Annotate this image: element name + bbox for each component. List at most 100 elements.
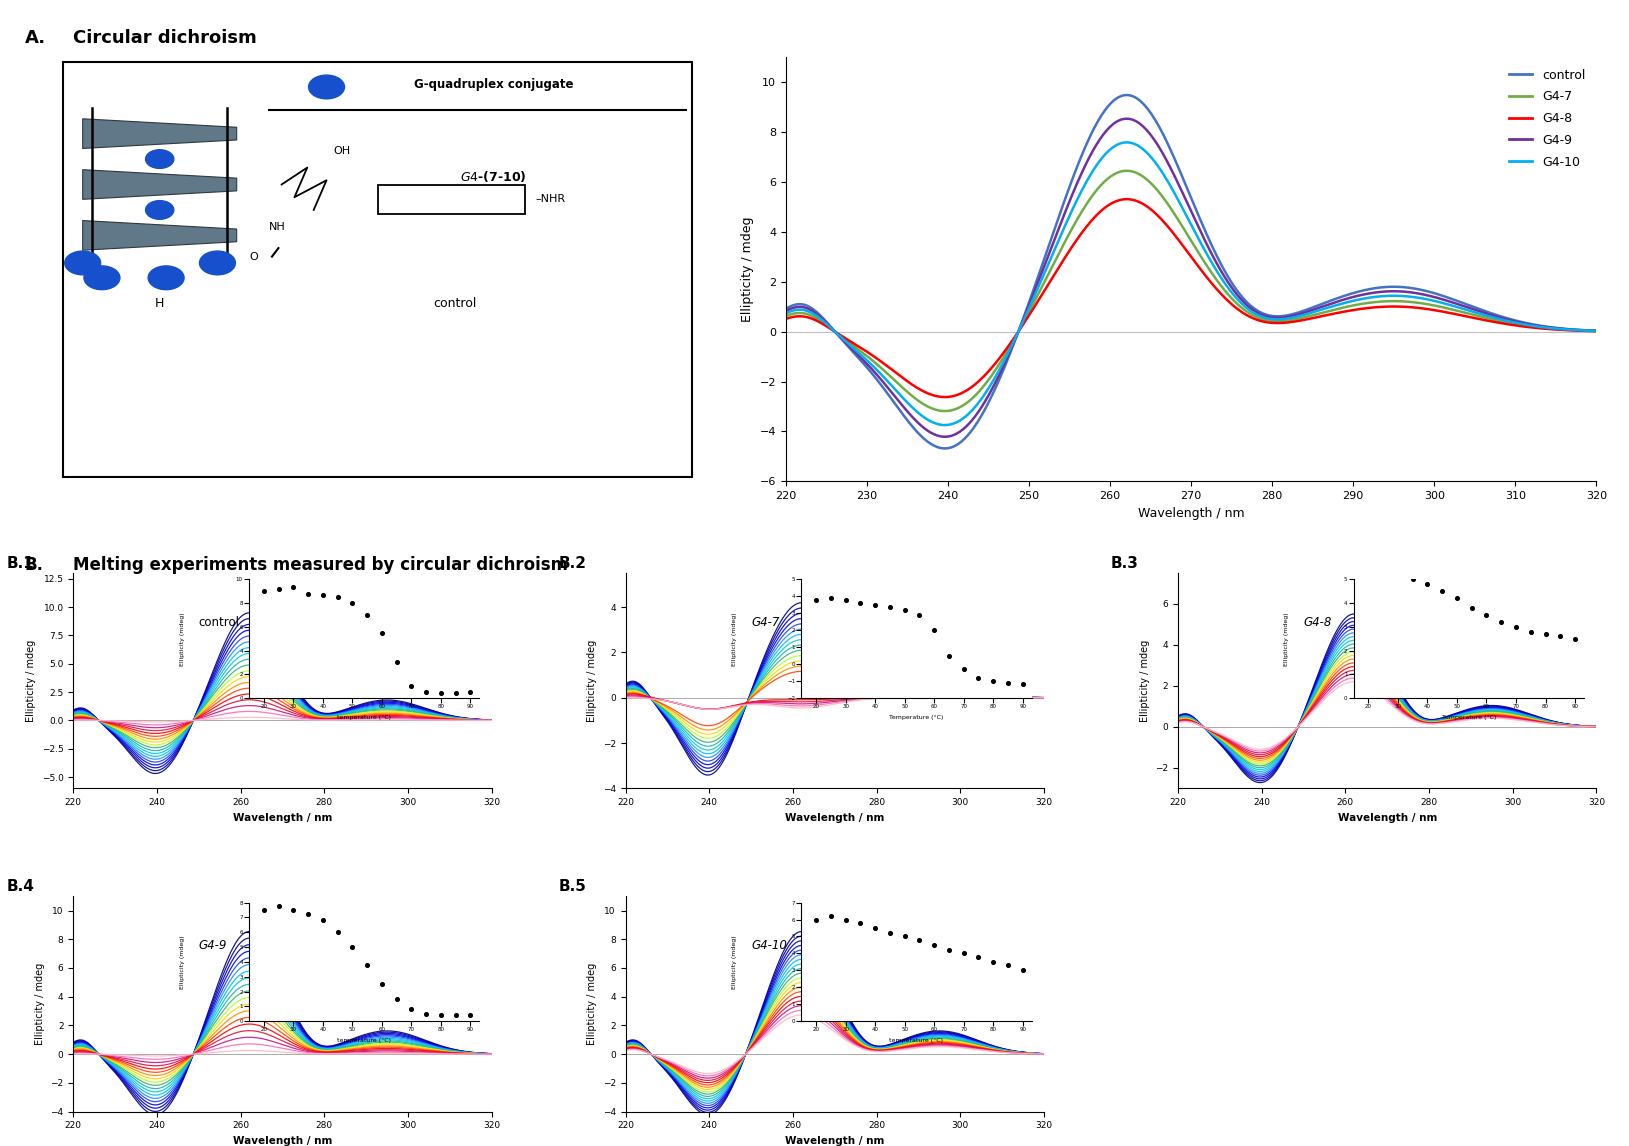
Text: Circular dichroism: Circular dichroism: [73, 29, 257, 47]
Text: G4-10: G4-10: [751, 940, 787, 952]
Text: Melting experiments measured by circular dichroism: Melting experiments measured by circular…: [73, 556, 569, 574]
G4-7: [1170, 214, 1189, 228]
control: [1443, 292, 1463, 306]
G4-9: [1262, 311, 1282, 324]
G4-7: [1165, 206, 1184, 220]
G4-8: [775, 312, 795, 325]
G4-9: [1117, 112, 1137, 126]
Text: B.4: B.4: [7, 879, 34, 894]
Circle shape: [145, 201, 174, 219]
Y-axis label: Ellipticity / mdeg: Ellipticity / mdeg: [26, 639, 36, 722]
G4-10: [775, 306, 795, 320]
X-axis label: Wavelength / nm: Wavelength / nm: [1137, 507, 1245, 519]
Circle shape: [199, 251, 236, 275]
G4-9: [1218, 275, 1238, 289]
X-axis label: Wavelength / nm: Wavelength / nm: [233, 1136, 332, 1146]
control: [935, 441, 955, 455]
Circle shape: [145, 150, 174, 168]
G4-8: [1587, 324, 1606, 338]
G4-8: [1443, 307, 1463, 321]
G4-9: [1443, 296, 1463, 309]
Text: G4-7: G4-7: [751, 617, 780, 629]
Text: G4-9: G4-9: [199, 940, 226, 952]
Line: G4-7: G4-7: [785, 171, 1596, 411]
Polygon shape: [83, 170, 236, 199]
G4-9: [775, 304, 795, 317]
G4-7: [1218, 286, 1238, 300]
Circle shape: [148, 266, 184, 290]
Circle shape: [308, 76, 344, 99]
X-axis label: Wavelength / nm: Wavelength / nm: [233, 813, 332, 823]
G4-9: [935, 430, 955, 444]
control: [1170, 162, 1189, 175]
Y-axis label: Ellipticity / mdeg: Ellipticity / mdeg: [741, 217, 754, 322]
control: [1587, 324, 1606, 338]
G4-9: [1570, 323, 1590, 337]
Text: H: H: [155, 297, 165, 309]
X-axis label: Wavelength / nm: Wavelength / nm: [785, 813, 885, 823]
G4-8: [1170, 234, 1189, 248]
Y-axis label: Ellipticity / mdeg: Ellipticity / mdeg: [586, 639, 598, 722]
G4-7: [1117, 164, 1137, 178]
G4-7: [1587, 324, 1606, 338]
Legend: control, G4-7, G4-8, G4-9, G4-10: control, G4-7, G4-8, G4-9, G4-10: [1504, 63, 1590, 173]
Text: B.: B.: [24, 556, 44, 574]
Text: OH: OH: [332, 146, 350, 156]
Text: B.1: B.1: [7, 556, 34, 571]
Y-axis label: Ellipticity / mdeg: Ellipticity / mdeg: [1140, 639, 1150, 722]
G4-10: [1218, 281, 1238, 295]
Text: $\it{G4}$-(7-10): $\it{G4}$-(7-10): [459, 168, 526, 183]
Circle shape: [65, 251, 101, 275]
Y-axis label: Ellipticity / mdeg: Ellipticity / mdeg: [34, 963, 46, 1045]
Bar: [378, 185, 526, 214]
G4-7: [775, 309, 795, 323]
control: [1117, 88, 1137, 102]
Text: G4-8: G4-8: [1303, 617, 1333, 629]
Text: control: control: [199, 617, 239, 629]
G4-10: [935, 418, 955, 432]
G4-8: [1117, 193, 1137, 206]
Text: B.3: B.3: [1111, 556, 1139, 571]
G4-9: [1170, 179, 1189, 193]
G4-10: [1170, 195, 1189, 209]
G4-10: [1165, 186, 1184, 199]
G4-8: [1570, 324, 1590, 338]
Line: G4-8: G4-8: [785, 199, 1596, 397]
G4-8: [1165, 227, 1184, 241]
G4-7: [1443, 303, 1463, 316]
G4-10: [1262, 312, 1282, 325]
Text: –NHR: –NHR: [534, 195, 565, 204]
Text: B.5: B.5: [559, 879, 586, 894]
G4-9: [1587, 324, 1606, 338]
Line: G4-10: G4-10: [785, 142, 1596, 425]
G4-7: [1570, 323, 1590, 337]
Line: G4-9: G4-9: [785, 119, 1596, 437]
Text: O: O: [249, 252, 259, 261]
Polygon shape: [83, 220, 236, 250]
G4-8: [1218, 293, 1238, 307]
G4-9: [1165, 168, 1184, 182]
Circle shape: [85, 266, 121, 290]
Line: control: control: [785, 95, 1596, 448]
X-axis label: Wavelength / nm: Wavelength / nm: [1337, 813, 1437, 823]
Y-axis label: Ellipticity / mdeg: Ellipticity / mdeg: [586, 963, 598, 1045]
control: [1165, 151, 1184, 165]
G4-8: [935, 390, 955, 403]
control: [1570, 323, 1590, 337]
G4-10: [1117, 135, 1137, 149]
G4-8: [1262, 316, 1282, 330]
G4-7: [1262, 314, 1282, 328]
control: [775, 301, 795, 315]
G4-10: [1587, 324, 1606, 338]
Polygon shape: [83, 119, 236, 149]
G4-7: [935, 405, 955, 418]
Text: NH: NH: [269, 222, 285, 231]
G4-10: [1570, 323, 1590, 337]
Text: A.: A.: [24, 29, 46, 47]
X-axis label: Wavelength / nm: Wavelength / nm: [785, 1136, 885, 1146]
G4-10: [1443, 299, 1463, 313]
Text: G-quadruplex conjugate: G-quadruplex conjugate: [414, 78, 573, 92]
control: [1218, 269, 1238, 283]
Text: B.2: B.2: [559, 556, 586, 571]
control: [1262, 309, 1282, 323]
